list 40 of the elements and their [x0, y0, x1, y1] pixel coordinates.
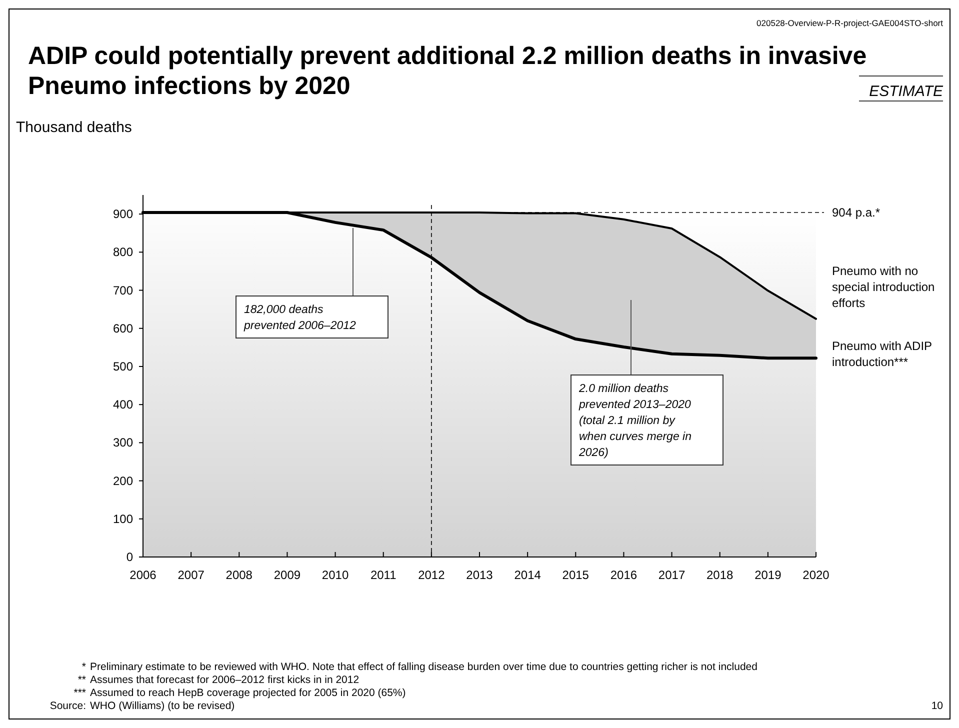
y-tick-label: 200 [112, 474, 134, 488]
series-label: Pneumo with no special introduction efforts [832, 264, 935, 310]
text: 020528-Overview-P-R-project-GAE004STO-short [756, 18, 944, 28]
y-tick-label: 100 [112, 512, 134, 526]
x-tick-label: 2009 [274, 568, 301, 582]
y-tick-label: 400 [112, 398, 134, 412]
source-note: Source: WHO (Williams) (to be revised) [50, 700, 235, 712]
y-tick-label: 700 [112, 283, 134, 298]
x-tick-label: 2011 [370, 568, 397, 582]
series-label: Pneumo with ADIP introduction*** [832, 339, 932, 370]
y-tick-label: 300 [112, 436, 134, 450]
y-axis-title: Thousand deaths [16, 119, 132, 136]
text: 10 [931, 700, 944, 712]
y-tick-label: 600 [112, 321, 134, 336]
x-tick-label: 2013 [466, 568, 494, 582]
y-tick-label: 900 [112, 207, 134, 222]
ref-line-label: 904 p.a.* [832, 206, 880, 220]
x-tick-label: 2019 [754, 568, 782, 582]
annotation: 2.0 million deaths prevented 2013–2020 (total 2.1 million by when curves merge in 2026) [578, 383, 692, 459]
text: ** Assumes that forecast for 2006–2012 first kicks in in 2012 [78, 674, 360, 686]
x-tick-label: 2006 [130, 568, 157, 582]
x-tick-label: 2010 [322, 568, 349, 582]
x-tick-label: 2007 [178, 568, 205, 582]
x-tick-label: 2017 [658, 568, 686, 582]
text: ESTIMATE [869, 83, 944, 100]
y-tick-label: 500 [112, 359, 134, 374]
text: * Preliminary estimate to be reviewed with WHO. Note that effect of falling disease burden over time due to countries getting richer is not included [82, 661, 758, 673]
y-tick-label: 0 [126, 550, 134, 564]
x-tick-label: 2012 [418, 568, 446, 582]
x-tick-label: 2015 [562, 568, 590, 582]
x-tick-label: 2018 [706, 568, 734, 582]
x-tick-label: 2008 [226, 568, 253, 582]
y-tick-label: 800 [112, 245, 134, 260]
text: *** Assumed to reach HepB coverage projected for 2005 in 2020 (65%) [74, 687, 406, 699]
callout-box: 182,000 deaths prevented 2006–2012 [236, 228, 388, 338]
chart-title: ADIP could potentially prevent additional 2.2 million deaths in invasive Pneumo infections by 2020 [28, 42, 867, 100]
x-tick-label: 2016 [610, 568, 638, 582]
x-tick-label: 2014 [514, 568, 542, 582]
annotation: 182,000 deaths prevented 2006–2012 [243, 304, 357, 332]
x-tick-label: 2020 [802, 568, 830, 582]
